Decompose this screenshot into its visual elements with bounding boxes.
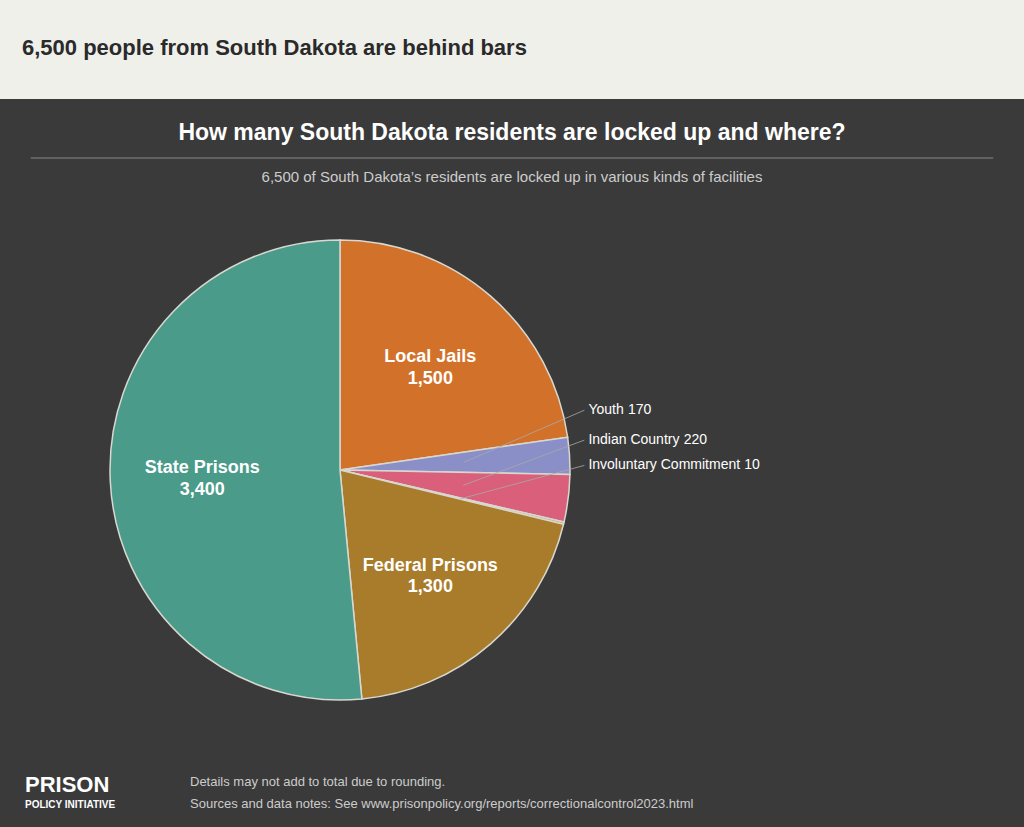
- slice-label-name: State Prisons: [145, 457, 260, 477]
- chart-container: 6,500 people from South Dakota are behin…: [0, 0, 1024, 827]
- slice-label-value: 3,400: [180, 479, 225, 499]
- pie: [110, 240, 570, 700]
- leader-line: [461, 465, 585, 498]
- slice-label-name: Federal Prisons: [363, 555, 498, 575]
- external-label: Youth 170: [588, 401, 651, 417]
- footer-note: Details may not add to total due to roun…: [190, 774, 445, 789]
- pie-slice: [340, 437, 570, 474]
- external-label: Involuntary Commitment10: [588, 456, 760, 472]
- slice-label: State Prisons3,400: [145, 457, 260, 499]
- divider: [31, 158, 994, 159]
- slice-label-value: 1,300: [408, 576, 453, 596]
- slice-label-name: Local Jails: [384, 346, 476, 366]
- header-title: 6,500 people from South Dakota are behin…: [22, 35, 527, 60]
- chart-subtitle: 6,500 of South Dakota’s residents are lo…: [262, 168, 763, 185]
- external-label-name: Youth: [588, 401, 623, 417]
- pie-slice: [340, 240, 568, 470]
- external-label: Indian Country 220: [588, 431, 707, 447]
- external-label-value: 220: [684, 431, 708, 447]
- pie-slice: [110, 240, 362, 700]
- slice-label-value: 1,500: [408, 368, 453, 388]
- logo-sub: POLICY INITIATIVE: [25, 799, 116, 810]
- external-label-value: 170: [628, 401, 652, 417]
- panel-background: [0, 99, 1024, 827]
- slice-label: Federal Prisons1,300: [363, 555, 498, 597]
- header-background: [0, 0, 1024, 99]
- logo-main: PRISON: [25, 772, 109, 797]
- leader-line: [463, 440, 584, 485]
- slice-label: Local Jails1,500: [384, 346, 476, 388]
- footer-source: Sources and data notes: See www.prisonpo…: [190, 796, 694, 811]
- labels: Local Jails1,500 Federal Prisons1,300 Stat…: [145, 346, 760, 596]
- chart-svg: 6,500 people from South Dakota are behin…: [0, 0, 1024, 827]
- leader-line: [464, 410, 584, 462]
- pie-slice: [340, 470, 564, 699]
- chart-title: How many South Dakota residents are lock…: [178, 119, 845, 145]
- external-label-value: 10: [744, 456, 760, 472]
- external-label-name: Involuntary Commitment: [588, 456, 740, 472]
- external-label-name: Indian Country: [588, 431, 679, 447]
